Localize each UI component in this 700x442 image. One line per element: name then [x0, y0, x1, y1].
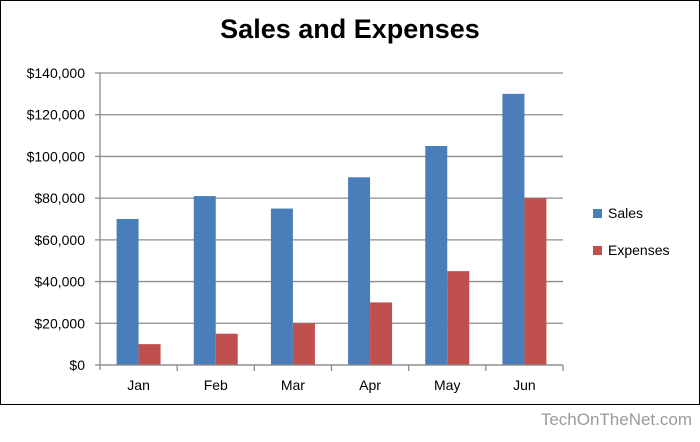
legend-swatch	[593, 246, 602, 255]
x-tick-label: Jun	[513, 377, 536, 393]
legend-swatch	[593, 209, 602, 218]
x-tick-label: Feb	[204, 377, 228, 393]
x-tick-label: Mar	[281, 377, 305, 393]
bar-sales	[502, 93, 525, 365]
chart-title: Sales and Expenses	[220, 14, 480, 44]
bar-chart: Sales and Expenses $0 $20,000 $40,000 $60,0…	[0, 0, 700, 405]
y-tick-label: $40,000	[34, 274, 85, 290]
bar-sales	[116, 219, 139, 365]
x-tick-label: May	[434, 377, 460, 393]
y-tick-label: $140,000	[27, 65, 86, 81]
y-tick-label: $0	[69, 357, 85, 373]
bar-sales	[193, 196, 216, 365]
y-tick-label: $120,000	[27, 107, 86, 123]
legend-label: Expenses	[608, 242, 669, 258]
y-tick-label: $100,000	[27, 148, 86, 164]
bar-sales	[425, 146, 448, 365]
bar-expenses	[447, 271, 470, 365]
x-tick-label: Jan	[127, 377, 150, 393]
bar-expenses	[215, 333, 238, 365]
y-tick-label: $80,000	[34, 190, 85, 206]
bar-expenses	[524, 198, 547, 365]
bar-expenses	[370, 302, 393, 365]
x-tick-label: Apr	[359, 377, 381, 393]
y-tick-label: $20,000	[34, 315, 85, 331]
y-tick-label: $60,000	[34, 232, 85, 248]
bar-expenses	[292, 323, 315, 365]
watermark: TechOnTheNet.com	[540, 410, 692, 429]
bar-sales	[270, 208, 293, 365]
legend-label: Sales	[608, 205, 643, 221]
bar-expenses	[138, 344, 161, 365]
bar-sales	[348, 177, 371, 365]
